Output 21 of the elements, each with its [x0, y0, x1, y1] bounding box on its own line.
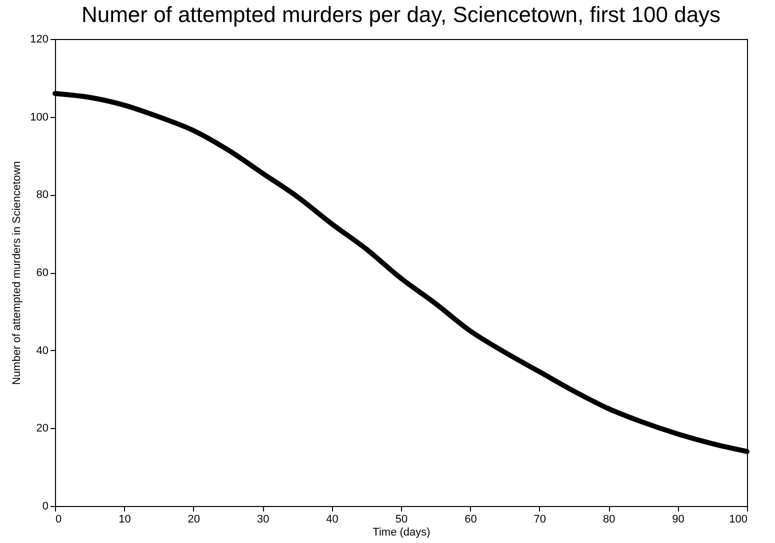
y-tick-label: 40	[36, 344, 48, 357]
x-tick-label: 60	[464, 514, 477, 526]
y-tick-label: 60	[36, 267, 48, 279]
y-tick-label: 20	[36, 422, 48, 435]
y-tick-label: 0	[42, 500, 48, 512]
x-tick-label: 90	[672, 514, 684, 526]
x-tick-label: 0	[56, 514, 62, 526]
y-tick-label: 100	[30, 111, 48, 124]
chart-title: Numer of attempted murders per day, Sciencetown, first 100 days	[81, 2, 721, 27]
x-tick-label: 30	[256, 514, 270, 526]
x-tick-label: 50	[395, 514, 408, 526]
y-axis-title: Number of attempted murders in Sciencetown	[11, 161, 24, 385]
x-axis-title: Time (days)	[372, 526, 430, 538]
x-tick-label: 40	[326, 514, 338, 526]
x-tick-label: 10	[118, 514, 131, 526]
y-tick-label: 80	[36, 189, 48, 202]
x-tick-label: 70	[534, 514, 546, 526]
x-tick-label: 100	[729, 514, 748, 526]
x-tick-label: 80	[602, 514, 616, 526]
x-tick-label: 20	[188, 514, 200, 526]
y-tick-label: 120	[30, 34, 48, 46]
